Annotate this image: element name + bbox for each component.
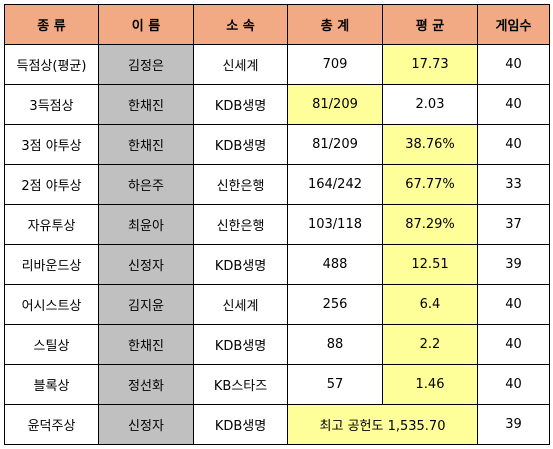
team-cell: 신세계 — [193, 44, 288, 85]
header-total: 총 계 — [287, 4, 383, 45]
team-cell: KDB생명 — [193, 324, 288, 365]
games-cell: 40 — [477, 284, 550, 325]
average-cell: 2.2 — [382, 324, 478, 365]
header-games: 게임수 — [477, 4, 550, 45]
header-name: 이 름 — [98, 4, 194, 45]
award-cell: 자유투상 — [4, 204, 99, 245]
table-row: 3득점상 한채진 KDB생명 81/209 2.03 40 — [4, 84, 550, 125]
table-row: 어시스트상 김지윤 신세계 256 6.4 40 — [4, 284, 550, 325]
player-name-cell: 한채진 — [98, 124, 194, 165]
award-cell: 득점상(평균) — [4, 44, 99, 85]
games-cell: 39 — [477, 404, 550, 445]
average-cell: 12.51 — [382, 244, 478, 285]
games-cell: 40 — [477, 324, 550, 365]
team-cell: KDB생명 — [193, 244, 288, 285]
player-name-cell: 최윤아 — [98, 204, 194, 245]
team-cell: 신한은행 — [193, 204, 288, 245]
average-cell: 38.76% — [382, 124, 478, 165]
table-row: 리바운드상 신정자 KDB생명 488 12.51 39 — [4, 244, 550, 285]
total-cell: 81/209 — [287, 84, 383, 125]
header-row: 종 류 이 름 소 속 총 계 평 균 게임수 — [4, 4, 550, 45]
table-row: 3점 야투상 한채진 KDB생명 81/209 38.76% 40 — [4, 124, 550, 165]
award-cell: 2점 야투상 — [4, 164, 99, 205]
player-name-cell: 한채진 — [98, 84, 194, 125]
games-cell: 40 — [477, 44, 550, 85]
total-cell: 164/242 — [287, 164, 383, 205]
team-cell: KDB생명 — [193, 84, 288, 125]
award-cell: 3점 야투상 — [4, 124, 99, 165]
player-name-cell: 김지윤 — [98, 284, 194, 325]
table-row: 자유투상 최윤아 신한은행 103/118 87.29% 37 — [4, 204, 550, 245]
games-cell: 40 — [477, 84, 550, 125]
games-cell: 40 — [477, 124, 550, 165]
award-cell: 어시스트상 — [4, 284, 99, 325]
average-cell: 1.46 — [382, 364, 478, 405]
table-row: 2점 야투상 하은주 신한은행 164/242 67.77% 33 — [4, 164, 550, 205]
total-cell: 103/118 — [287, 204, 383, 245]
team-cell: 신한은행 — [193, 164, 288, 205]
games-cell: 33 — [477, 164, 550, 205]
games-cell: 37 — [477, 204, 550, 245]
games-cell: 40 — [477, 364, 550, 405]
player-name-cell: 김정은 — [98, 44, 194, 85]
total-cell: 57 — [287, 364, 383, 405]
total-cell: 81/209 — [287, 124, 383, 165]
header-team: 소 속 — [193, 4, 288, 45]
header-average: 평 균 — [382, 4, 478, 45]
team-cell: KDB생명 — [193, 404, 288, 445]
table-row: 득점상(평균) 김정은 신세계 709 17.73 40 — [4, 44, 550, 85]
average-cell: 17.73 — [382, 44, 478, 85]
award-cell: 스틸상 — [4, 324, 99, 365]
award-cell: 블록상 — [4, 364, 99, 405]
total-cell: 88 — [287, 324, 383, 365]
team-cell: KDB생명 — [193, 124, 288, 165]
award-cell: 윤덕주상 — [4, 404, 99, 445]
header-award: 종 류 — [4, 4, 99, 45]
table-header: 종 류 이 름 소 속 총 계 평 균 게임수 — [4, 4, 550, 45]
awards-table: 종 류 이 름 소 속 총 계 평 균 게임수 득점상(평균) 김정은 신세계 … — [4, 4, 550, 445]
table-row: 블록상 정선화 KB스타즈 57 1.46 40 — [4, 364, 550, 405]
average-cell: 67.77% — [382, 164, 478, 205]
average-cell: 87.29% — [382, 204, 478, 245]
table-row: 스틸상 한채진 KDB생명 88 2.2 40 — [4, 324, 550, 365]
games-cell: 39 — [477, 244, 550, 285]
table-body: 득점상(평균) 김정은 신세계 709 17.73 40 3득점상 한채진 KD… — [4, 44, 550, 445]
total-cell: 488 — [287, 244, 383, 285]
award-cell: 리바운드상 — [4, 244, 99, 285]
player-name-cell: 한채진 — [98, 324, 194, 365]
table-row-contribution: 윤덕주상 신정자 KDB생명 최고 공헌도 1,535.70 39 — [4, 404, 550, 445]
average-cell: 6.4 — [382, 284, 478, 325]
player-name-cell: 하은주 — [98, 164, 194, 205]
player-name-cell: 신정자 — [98, 404, 194, 445]
total-cell: 256 — [287, 284, 383, 325]
total-cell: 709 — [287, 44, 383, 85]
team-cell: KB스타즈 — [193, 364, 288, 405]
player-name-cell: 정선화 — [98, 364, 194, 405]
award-cell: 3득점상 — [4, 84, 99, 125]
average-cell: 2.03 — [382, 84, 478, 125]
player-name-cell: 신정자 — [98, 244, 194, 285]
contribution-cell: 최고 공헌도 1,535.70 — [287, 404, 478, 445]
team-cell: 신세계 — [193, 284, 288, 325]
